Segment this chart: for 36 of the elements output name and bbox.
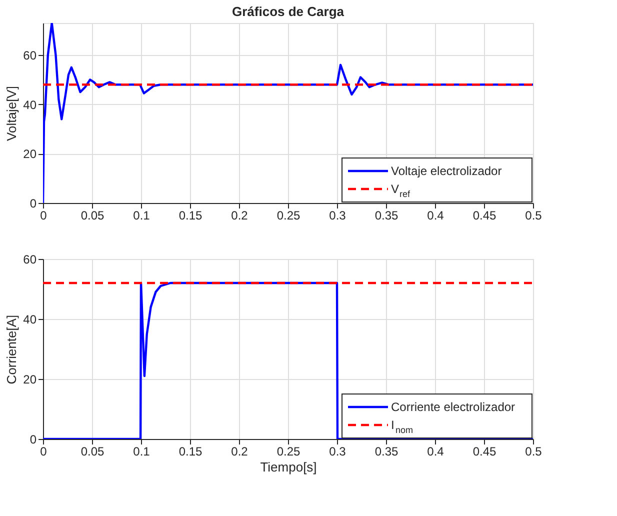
x-tick-label: 0.35 (374, 444, 398, 458)
y-tick-label: 40 (23, 98, 37, 112)
legend-label: Corriente electrolizador (391, 400, 516, 414)
x-tick-label: 0 (40, 444, 48, 458)
x-tick-label: 0.5 (525, 444, 542, 458)
x-tick-label: 0.3 (329, 444, 346, 458)
y-tick-label: 60 (23, 48, 37, 63)
x-tick-label: 0.5 (525, 208, 542, 222)
y-tick-label: 0 (30, 196, 37, 210)
x-tick-label: 0.25 (276, 208, 300, 222)
x-tick-label: 0.35 (374, 208, 398, 222)
x-tick-label: 0.25 (276, 444, 300, 458)
y-tick-label: 0 (30, 432, 37, 446)
x-tick-label: 0.3 (329, 208, 346, 222)
legend-label: Voltaje electrolizador (391, 164, 502, 178)
x-tick-label: 0.4 (427, 208, 444, 222)
y-tick-label: 20 (23, 147, 37, 162)
y-axis-title: Corriente[A] (4, 314, 20, 384)
chart-title: Gráficos de Carga (232, 4, 345, 19)
x-tick-label: 0.1 (133, 444, 150, 458)
x-tick-label: 0.45 (472, 444, 496, 458)
x-tick-label: 0.45 (472, 208, 496, 222)
x-tick-label: 0.15 (178, 208, 202, 222)
x-tick-label: 0.05 (80, 208, 104, 222)
x-axis-title: Tiempo[s] (260, 460, 317, 474)
y-tick-label: 60 (23, 252, 37, 266)
x-tick-label: 0.4 (427, 444, 444, 458)
x-tick-label: 0.15 (178, 444, 202, 458)
y-axis-title: Voltaje[V] (4, 86, 20, 141)
x-tick-label: 0.2 (231, 208, 248, 222)
y-tick-label: 40 (23, 312, 37, 326)
x-tick-label: 0.05 (80, 444, 104, 458)
x-tick-label: 0 (40, 208, 48, 222)
y-tick-label: 20 (23, 372, 37, 386)
x-tick-label: 0.1 (133, 208, 150, 222)
x-tick-label: 0.2 (231, 444, 248, 458)
